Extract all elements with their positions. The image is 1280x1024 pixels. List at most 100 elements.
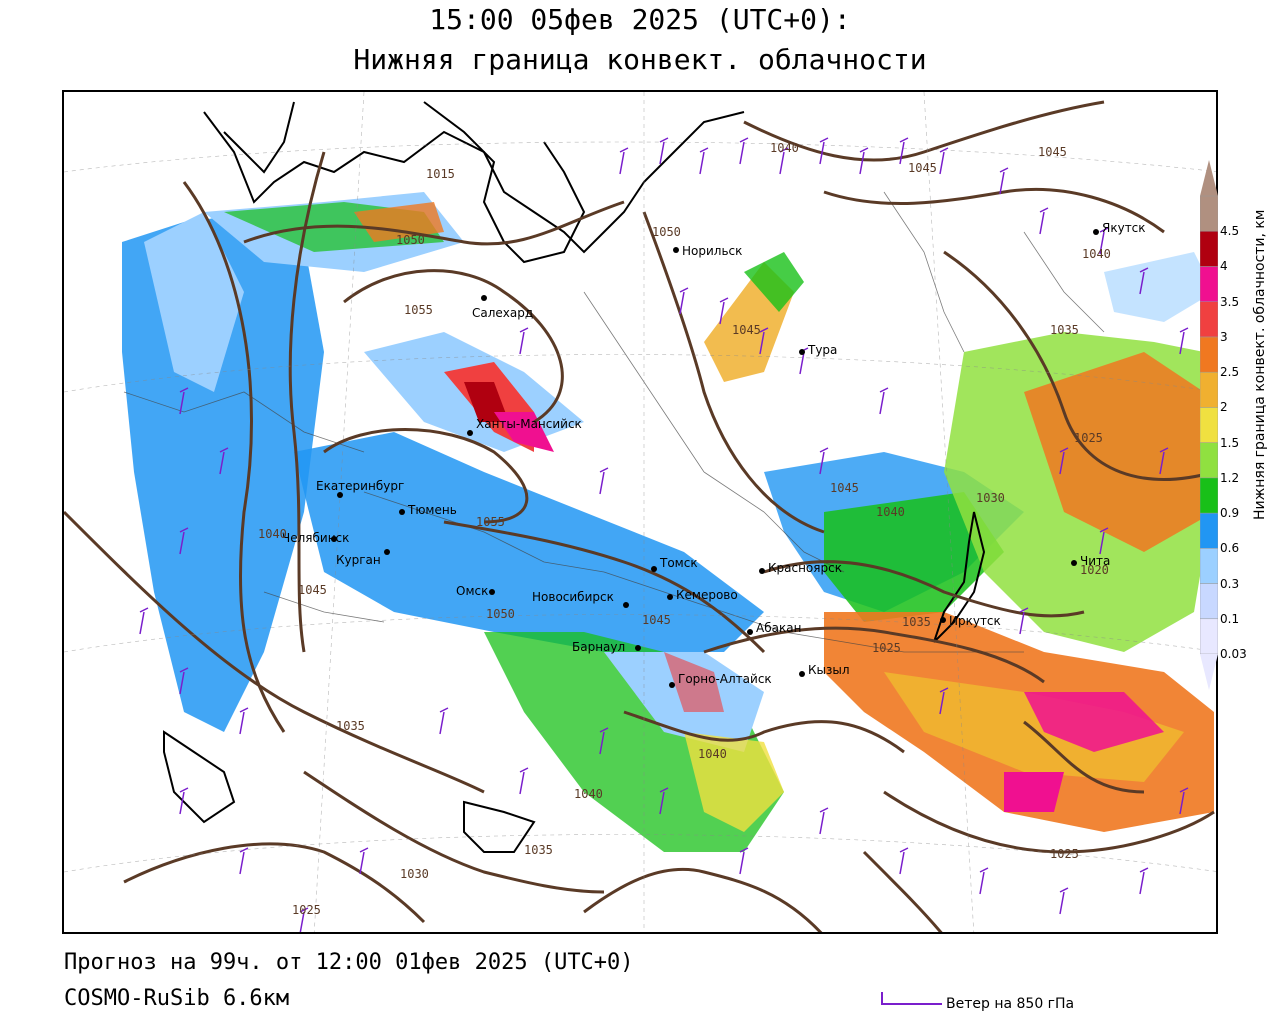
wind-key-icon (881, 992, 942, 1005)
legend-cell (1200, 477, 1218, 514)
legend-level-label: 3 (1220, 329, 1228, 344)
svg-text:Ханты-Мансийск: Ханты-Мансийск (476, 417, 582, 431)
svg-text:Абакан: Абакан (756, 621, 801, 635)
legend-level-label: 0.03 (1220, 647, 1247, 661)
cloud-base-fields (122, 192, 1214, 852)
city-ekaterinburg: Екатеринбург (316, 479, 404, 498)
svg-text:1040: 1040 (1082, 247, 1111, 261)
svg-text:1040: 1040 (258, 527, 287, 541)
city-norilsk: Норильск (673, 244, 742, 258)
city-tura: Тура (799, 343, 837, 357)
isobar-labels: 1040 1045 1045 1015 1050 1050 1045 1040 … (258, 141, 1111, 917)
city-khanty-mansiysk: Ханты-Мансийск (467, 417, 582, 436)
forecast-info: Прогноз на 99ч. от 12:00 01фев 2025 (UTC… (64, 950, 634, 975)
legend-level-label: 0.6 (1220, 541, 1240, 556)
svg-text:Томск: Томск (659, 556, 698, 570)
city-kurgan: Курган (336, 549, 390, 567)
svg-text:Тура: Тура (807, 343, 837, 357)
svg-text:1030: 1030 (976, 491, 1005, 505)
city-salekhard: Салехард (472, 295, 533, 320)
legend-cell (1200, 442, 1218, 479)
svg-text:1045: 1045 (298, 583, 327, 597)
svg-text:1055: 1055 (404, 303, 433, 317)
svg-text:1035: 1035 (1050, 323, 1079, 337)
legend-colorbar (1200, 160, 1218, 690)
legend-level-label: 3.5 (1220, 294, 1240, 309)
legend-cell (1200, 301, 1218, 338)
city-gorno-altaysk: Горно-Алтайск (669, 672, 772, 688)
svg-text:Кызыл: Кызыл (808, 663, 850, 677)
svg-text:1045: 1045 (1038, 145, 1067, 159)
city-irkutsk: Иркутск (940, 614, 1001, 628)
svg-text:Екатеринбург: Екатеринбург (316, 479, 404, 493)
city-chita: Чита (1071, 554, 1110, 568)
weather-map: Якутск Норильск Салехард Тура Ханты-Манс… (62, 90, 1218, 934)
svg-text:1045: 1045 (732, 323, 761, 337)
svg-text:Курган: Курган (336, 553, 381, 567)
svg-text:Салехард: Салехард (472, 306, 533, 320)
svg-text:1025: 1025 (292, 903, 321, 917)
svg-text:1020: 1020 (1080, 563, 1109, 577)
legend-cell (1200, 371, 1218, 408)
svg-text:1025: 1025 (872, 641, 901, 655)
svg-text:1035: 1035 (902, 615, 931, 629)
wind-key-label: Ветер на 850 гПа (946, 996, 1075, 1012)
svg-text:Омск: Омск (456, 584, 488, 598)
svg-text:1055: 1055 (476, 515, 505, 529)
svg-text:Барнаул: Барнаул (572, 640, 625, 654)
city-novosibirsk: Новосибирск (532, 590, 629, 608)
svg-text:Новосибирск: Новосибирск (532, 590, 614, 604)
svg-text:Тюмень: Тюмень (407, 503, 457, 517)
svg-text:Красноярск: Красноярск (768, 561, 842, 575)
legend-level-label: 2.5 (1220, 365, 1240, 380)
svg-text:1045: 1045 (908, 161, 937, 175)
svg-text:1040: 1040 (698, 747, 727, 761)
legend-triangle-top (1200, 160, 1218, 196)
svg-text:1050: 1050 (486, 607, 515, 621)
city-tyumen: Тюмень (399, 503, 457, 517)
legend-level-label: 1.2 (1220, 470, 1240, 485)
legend-cell (1200, 618, 1218, 655)
model-name: COSMO-RuSib 6.6км (64, 986, 290, 1011)
city-omsk: Омск (456, 584, 495, 598)
svg-text:1035: 1035 (524, 843, 553, 857)
legend-cell (1200, 512, 1218, 549)
legend-cell (1200, 548, 1218, 584)
city-krasnoyarsk: Красноярск (759, 561, 842, 575)
svg-text:1025: 1025 (1050, 847, 1079, 861)
svg-text:1045: 1045 (642, 613, 671, 627)
isobars (64, 100, 1215, 932)
svg-text:Норильск: Норильск (682, 244, 742, 258)
svg-text:1015: 1015 (426, 167, 455, 181)
lat-lon-grid (64, 92, 1216, 932)
city-tomsk: Томск (651, 556, 698, 572)
parameter-title: Нижняя граница конвект. облачности (353, 43, 927, 76)
wind-barbs (139, 137, 1189, 932)
svg-text:Челябинск: Челябинск (282, 531, 349, 545)
city-abakan: Абакан (747, 621, 801, 635)
legend-cell (1200, 407, 1218, 443)
forecast-valid-time: 15:00 05фев 2025 (UTC+0): (429, 3, 851, 36)
legend-level-label: 4 (1220, 259, 1228, 274)
svg-text:1050: 1050 (652, 225, 681, 239)
city-kemerovo: Кемерово (667, 588, 738, 602)
legend-cell (1200, 583, 1218, 620)
svg-text:Якутск: Якутск (1102, 221, 1146, 235)
legend-title: Нижняя граница конвект. облачности, км (1252, 209, 1268, 520)
svg-text:1040: 1040 (876, 505, 905, 519)
legend-cell (1200, 195, 1218, 232)
legend-cell (1200, 230, 1218, 267)
city-yakutsk: Якутск (1093, 221, 1146, 235)
svg-text:1045: 1045 (830, 481, 859, 495)
city-chelyabinsk: Челябинск (282, 531, 349, 545)
svg-text:1050: 1050 (396, 233, 425, 247)
svg-text:1035: 1035 (336, 719, 365, 733)
svg-text:1030: 1030 (400, 867, 429, 881)
legend-cell (1200, 266, 1218, 302)
svg-text:1025: 1025 (1074, 431, 1103, 445)
map-canvas: Якутск Норильск Салехард Тура Ханты-Манс… (64, 92, 1216, 932)
svg-text:Горно-Алтайск: Горно-Алтайск (678, 672, 772, 686)
svg-text:Чита: Чита (1080, 554, 1110, 568)
legend-level-label: 0.3 (1220, 576, 1240, 591)
svg-text:1040: 1040 (574, 787, 603, 801)
